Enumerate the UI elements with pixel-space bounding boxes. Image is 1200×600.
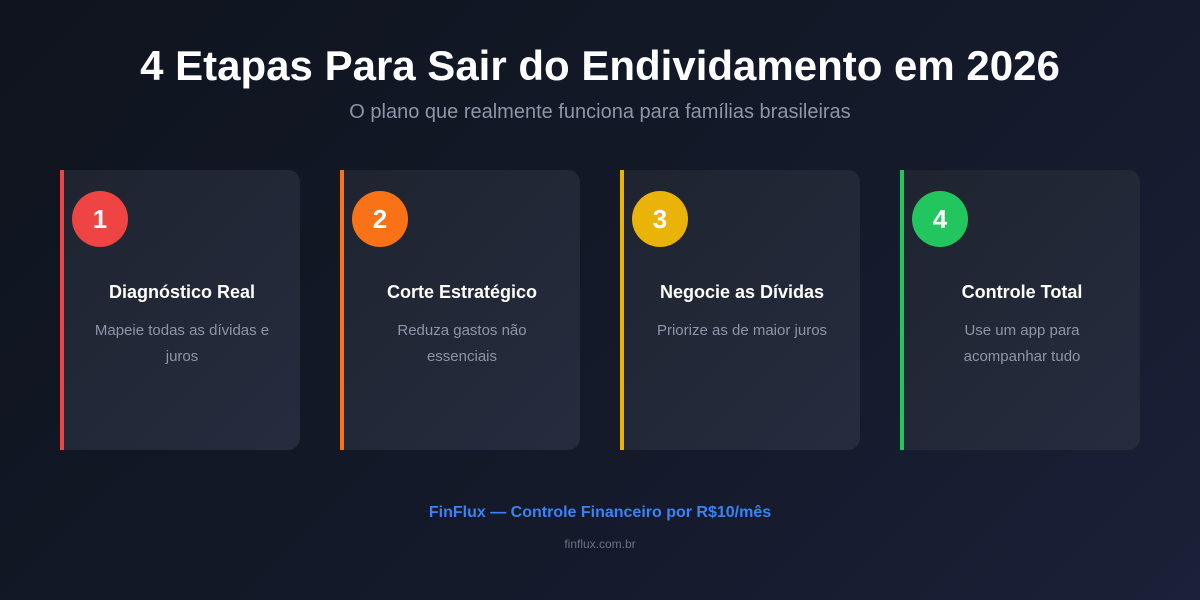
- page-subtitle: O plano que realmente funciona para famí…: [349, 101, 851, 123]
- step-title: Corte Estratégico: [386, 282, 538, 302]
- step-description: Mapeie todas as dívidas e juros: [94, 322, 270, 365]
- step-title: Diagnóstico Real: [108, 282, 256, 302]
- step-number-badge: 3: [632, 191, 688, 247]
- step-title: Controle Total: [961, 282, 1083, 302]
- step-title: Negocie as Dívidas: [659, 282, 825, 302]
- page-title: 4 Etapas Para Sair do Endividamento em 2…: [140, 42, 1060, 89]
- step-card-3: 3 Negocie as Dívidas Priorize as de maio…: [620, 170, 860, 450]
- brand-tagline: FinFlux — Controle Financeiro por R$10/m…: [428, 504, 772, 521]
- website-url: finflux.com.br: [564, 537, 636, 551]
- step-number-badge: 1: [72, 191, 128, 247]
- step-card-1: 1 Diagnóstico Real Mapeie todas as dívid…: [60, 170, 300, 450]
- step-card-2: 2 Corte Estratégico Reduza gastos não es…: [340, 170, 580, 450]
- step-number-badge: 2: [352, 191, 408, 247]
- step-description: Priorize as de maior juros: [656, 322, 828, 339]
- step-card-4: 4 Controle Total Use um app para acompan…: [900, 170, 1140, 450]
- step-number-badge: 4: [912, 191, 968, 247]
- step-description: Use um app para acompanhar tudo: [963, 322, 1081, 365]
- step-description: Reduza gastos não essenciais: [397, 322, 527, 365]
